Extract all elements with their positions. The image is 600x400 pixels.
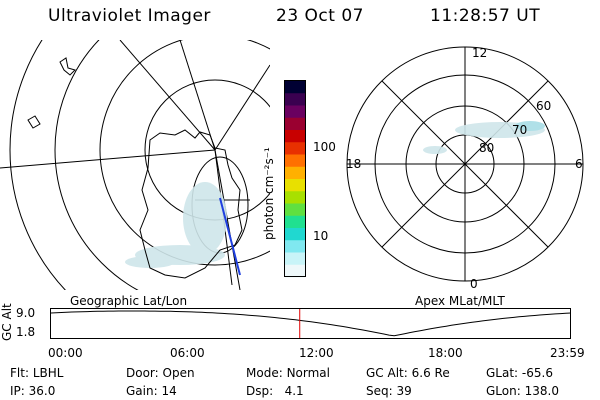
lat-circle-4 bbox=[9, 40, 66, 290]
observation-time: 11:28:57 UT bbox=[430, 6, 541, 26]
info-flt: Flt: LBHL bbox=[10, 366, 64, 380]
info-glat: GLat: -65.6 bbox=[486, 366, 553, 380]
instrument-title: Ultraviolet Imager bbox=[48, 6, 211, 26]
altitude-timeline bbox=[50, 308, 572, 339]
info-gc-alt: GC Alt: 6.6 Re bbox=[366, 366, 450, 380]
info-seq: Seq: 39 bbox=[366, 384, 412, 398]
polar-auroral-emission bbox=[423, 121, 545, 154]
lon-line-3 bbox=[179, 40, 216, 151]
timeline-xtick-0600: 06:00 bbox=[170, 346, 205, 360]
lat-circle-3 bbox=[54, 40, 139, 290]
colorbar-stripe bbox=[285, 105, 305, 119]
info-ip: IP: 36.0 bbox=[10, 384, 56, 398]
observation-date: 23 Oct 07 bbox=[276, 6, 364, 26]
coastline bbox=[139, 129, 243, 279]
timeline-xtick-1200: 12:00 bbox=[299, 346, 334, 360]
spacecraft-track bbox=[219, 197, 241, 276]
info-glon: GLon: 138.0 bbox=[486, 384, 559, 398]
colorbar-stripe bbox=[285, 215, 305, 229]
timeline-frame bbox=[50, 308, 571, 339]
lat-circle-2 bbox=[99, 40, 270, 266]
mlat-label-80: 80 bbox=[479, 141, 494, 155]
lon-line-5 bbox=[214, 149, 241, 290]
timeline-ytick-9: 9.0 bbox=[16, 306, 36, 320]
colorbar-stripe bbox=[285, 117, 305, 131]
colorbar-stripe bbox=[285, 191, 305, 204]
colorbar-stripe bbox=[285, 130, 305, 143]
info-door: Door: Open bbox=[126, 366, 195, 380]
colorbar-stripe bbox=[285, 179, 305, 192]
mlat-label-60: 60 bbox=[536, 99, 551, 113]
colorbar-stripe bbox=[285, 93, 305, 106]
polar-map-label: Apex MLat/MLT bbox=[415, 294, 505, 308]
colorbar-stripe bbox=[285, 264, 305, 278]
mlat-label-70: 70 bbox=[512, 123, 527, 137]
colorbar-stripe bbox=[285, 154, 305, 168]
colorbar-stripe bbox=[285, 240, 305, 253]
geographic-map-label: Geographic Lat/Lon bbox=[70, 294, 188, 308]
mlt-label-6: 6 bbox=[575, 157, 583, 171]
timeline-ylabel: GC Alt bbox=[0, 303, 14, 341]
island-outline bbox=[59, 57, 76, 76]
colorbar-stripe bbox=[285, 142, 305, 155]
colorbar-stripe bbox=[285, 228, 305, 241]
auroral-emission bbox=[125, 182, 227, 268]
colorbar-stripe bbox=[285, 166, 305, 180]
mlt-line-diag-2 bbox=[381, 80, 549, 248]
colorbar-tick-10: 10 bbox=[313, 229, 329, 243]
colorbar-stripe bbox=[285, 81, 305, 94]
info-dsp: Dsp: 4.1 bbox=[246, 384, 304, 398]
colorbar-stripe bbox=[285, 252, 305, 266]
polar-plot: 12 18 6 0 60 70 80 bbox=[346, 46, 584, 290]
colorbar-tick-100: 100 bbox=[313, 140, 336, 154]
mlt-label-18: 18 bbox=[346, 157, 361, 171]
mlt-label-0: 0 bbox=[470, 277, 478, 290]
timeline-xtick-0000: 00:00 bbox=[48, 346, 83, 360]
altitude-curve bbox=[50, 310, 572, 337]
lon-line-6 bbox=[214, 64, 270, 151]
geographic-map bbox=[0, 40, 270, 290]
colorbar-unit-label: photon cm⁻²s⁻¹ bbox=[262, 147, 276, 240]
colorbar bbox=[284, 80, 306, 278]
mlt-label-12: 12 bbox=[472, 46, 487, 60]
colorbar-stripe bbox=[285, 203, 305, 217]
lon-line-1 bbox=[0, 149, 216, 169]
info-mode: Mode: Normal bbox=[246, 366, 330, 380]
info-gain: Gain: 14 bbox=[126, 384, 177, 398]
timeline-xtick-2359: 23:59 bbox=[550, 346, 585, 360]
lon-line-2 bbox=[119, 40, 216, 151]
timeline-xtick-1800: 18:00 bbox=[428, 346, 463, 360]
island-outline-2 bbox=[27, 115, 41, 129]
timeline-ytick-1.8: 1.8 bbox=[16, 325, 36, 339]
